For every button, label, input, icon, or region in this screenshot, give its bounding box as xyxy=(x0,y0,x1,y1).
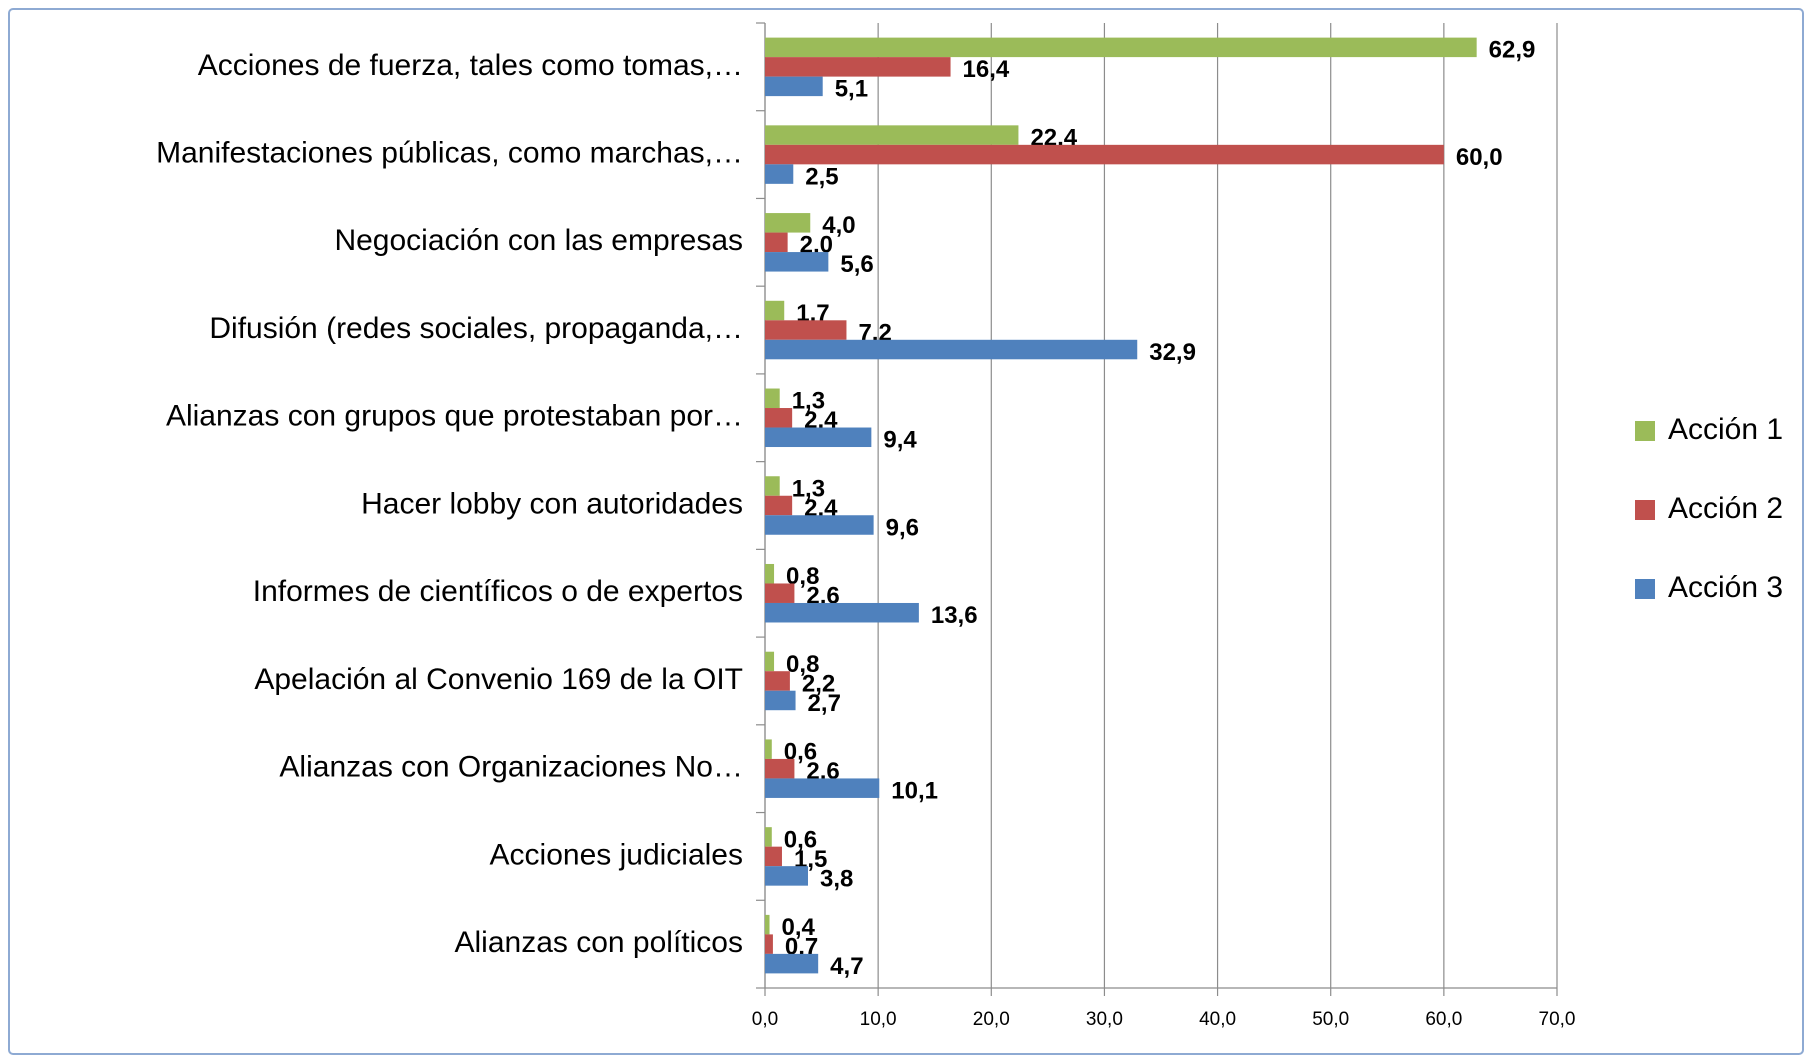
bar xyxy=(765,651,775,672)
bar xyxy=(765,671,790,691)
value-label: 2,7 xyxy=(808,690,841,717)
bar xyxy=(765,515,874,535)
bar xyxy=(765,213,811,233)
y-tick-label: Alianzas con Organizaciones No… xyxy=(279,751,743,784)
y-tick-label: Informes de científicos o de expertos xyxy=(253,575,743,608)
value-label: 13,6 xyxy=(931,602,978,629)
bar xyxy=(765,866,808,886)
bar xyxy=(765,914,770,935)
legend-label: Acción 1 xyxy=(1668,413,1783,446)
legend-swatch xyxy=(1635,500,1655,520)
value-label: 0,8 xyxy=(786,651,819,678)
x-tick-label: 40,0 xyxy=(1199,1009,1236,1030)
bar xyxy=(765,57,951,77)
x-tick-label: 20,0 xyxy=(973,1009,1010,1030)
bar xyxy=(765,778,880,798)
bar xyxy=(765,827,772,847)
value-label: 1,3 xyxy=(792,475,825,502)
y-tick-label: Alianzas con políticos xyxy=(455,926,744,959)
bar xyxy=(765,758,795,779)
chart-frame xyxy=(8,8,1804,1055)
bar xyxy=(765,846,782,867)
value-label: 32,9 xyxy=(1149,339,1196,366)
value-label: 10,1 xyxy=(891,778,938,805)
value-label: 4,0 xyxy=(822,212,855,239)
legend-label: Acción 2 xyxy=(1668,492,1783,525)
bar xyxy=(765,408,793,428)
bar xyxy=(765,427,872,448)
y-tick-label: Hacer lobby con autoridades xyxy=(361,487,743,520)
bar xyxy=(765,144,1444,165)
y-tick-label: Manifestaciones públicas, como marchas,… xyxy=(156,137,743,170)
value-label: 16,4 xyxy=(963,56,1010,83)
bar xyxy=(765,495,793,516)
bar xyxy=(765,300,785,321)
legend-label: Acción 3 xyxy=(1668,571,1783,604)
legend-swatch xyxy=(1635,421,1655,441)
x-tick-label: 0,0 xyxy=(752,1009,778,1030)
value-label: 5,6 xyxy=(840,251,873,278)
bar xyxy=(765,602,919,623)
bar xyxy=(765,37,1477,58)
value-label: 3,8 xyxy=(820,865,853,892)
y-tick-label: Difusión (redes sociales, propaganda,… xyxy=(209,312,743,345)
value-label: 9,4 xyxy=(883,427,917,454)
bar xyxy=(765,339,1138,360)
x-tick-label: 10,0 xyxy=(860,1009,897,1030)
value-label: 62,9 xyxy=(1489,37,1536,64)
x-tick-label: 60,0 xyxy=(1425,1009,1462,1030)
bar xyxy=(765,252,829,272)
y-tick-label: Alianzas con grupos que protestaban por… xyxy=(166,400,743,433)
y-tick-label: Acciones judiciales xyxy=(490,838,743,871)
value-label: 60,0 xyxy=(1456,144,1503,171)
bar xyxy=(765,476,780,496)
legend-swatch xyxy=(1635,579,1655,599)
bar xyxy=(765,388,780,409)
x-tick-label: 30,0 xyxy=(1086,1009,1123,1030)
x-tick-label: 50,0 xyxy=(1312,1009,1349,1030)
bar xyxy=(765,125,1019,145)
bar xyxy=(765,934,773,954)
value-label: 2,2 xyxy=(802,670,835,697)
y-tick-label: Acciones de fuerza, tales como tomas,… xyxy=(198,49,743,82)
value-label: 0,6 xyxy=(784,826,817,853)
bar xyxy=(765,164,794,184)
x-tick-label: 70,0 xyxy=(1539,1009,1576,1030)
bar xyxy=(765,953,819,974)
y-tick-label: Apelación al Convenio 169 de la OIT xyxy=(254,663,743,696)
bar xyxy=(765,563,775,584)
value-label: 9,6 xyxy=(886,514,919,541)
bar xyxy=(765,583,795,603)
value-label: 4,7 xyxy=(830,953,863,980)
bar xyxy=(765,739,772,759)
bar xyxy=(765,690,796,711)
bar xyxy=(765,320,847,340)
bar xyxy=(765,232,788,253)
value-label: 0,4 xyxy=(782,914,816,941)
bar xyxy=(765,76,823,97)
value-label: 1,3 xyxy=(792,388,825,415)
value-label: 5,1 xyxy=(835,76,868,103)
value-label: 2,5 xyxy=(805,163,838,190)
y-tick-label: Negociación con las empresas xyxy=(334,224,743,257)
